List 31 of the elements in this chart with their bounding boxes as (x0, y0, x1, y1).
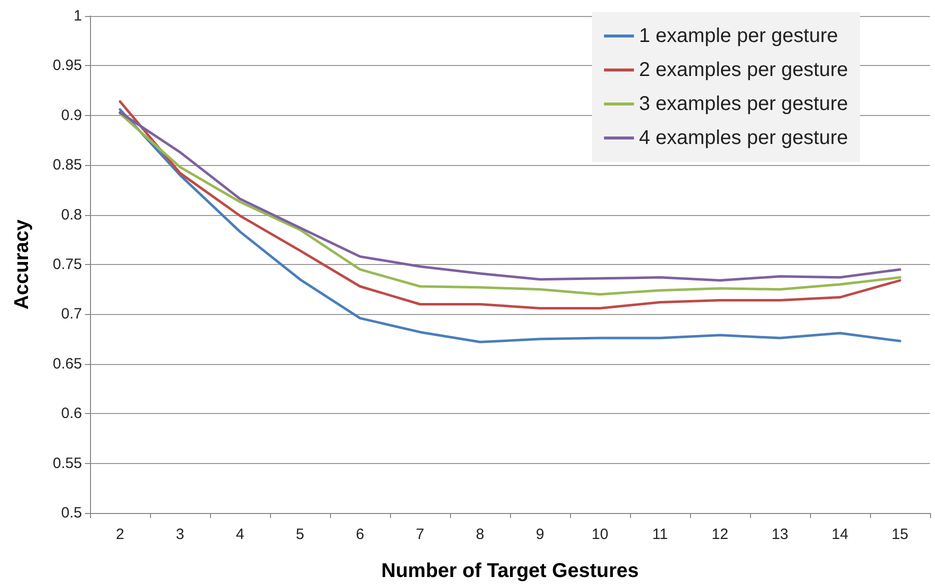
y-tick-label: 0.75 (52, 256, 82, 273)
x-tick-label: 10 (592, 526, 608, 543)
y-axis-title: Accuracy (11, 218, 33, 310)
x-axis-title: Number of Target Gestures (381, 560, 639, 582)
legend-label: 3 examples per gesture (638, 93, 848, 115)
legend-label: 1 example per gesture (638, 25, 838, 47)
x-tick-label: 8 (476, 526, 484, 543)
x-tick-label: 4 (236, 526, 244, 543)
x-tick-label: 15 (892, 526, 908, 543)
x-tick-label: 14 (832, 526, 848, 543)
x-tick-label: 6 (356, 526, 364, 543)
y-tick-label: 0.95 (52, 57, 82, 74)
x-tick-label: 12 (712, 526, 728, 543)
x-tick-label: 9 (536, 526, 544, 543)
x-tick-label: 11 (652, 526, 668, 543)
y-tick-label: 0.7 (61, 306, 82, 323)
x-tick-label: 5 (296, 526, 304, 543)
legend-label: 2 examples per gesture (638, 59, 848, 81)
x-tick-label: 13 (772, 526, 788, 543)
x-tick-label: 7 (416, 526, 424, 543)
y-tick-label: 0.5 (61, 504, 82, 522)
y-tick-label: 0.55 (52, 454, 82, 472)
y-tick-label: 0.9 (61, 106, 82, 124)
y-tick-label: 1 (74, 8, 82, 24)
y-tick-label: 0.6 (61, 405, 82, 422)
y-tick-label: 0.65 (52, 355, 82, 372)
legend-label: 4 examples per gesture (638, 127, 848, 149)
x-tick-label: 3 (176, 526, 184, 543)
y-tick-label: 0.85 (52, 156, 82, 174)
y-tick-label: 0.8 (61, 206, 82, 224)
x-tick-label: 2 (116, 526, 124, 543)
